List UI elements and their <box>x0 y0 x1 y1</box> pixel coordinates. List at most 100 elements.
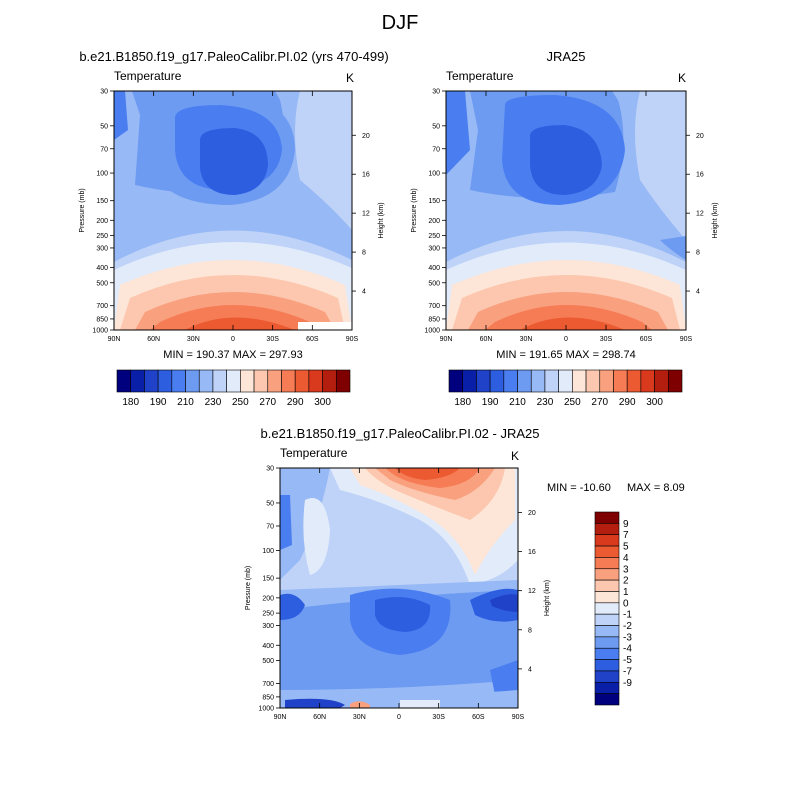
colorbar-layer: 180 190 210 230 250 270 290 300 180 190 210 230 250 2… <box>116 369 683 706</box>
panel2-ytick-label: 300 <box>428 245 440 252</box>
colorbar-2-cell <box>544 369 559 393</box>
panel1-xtick-label: 60S <box>306 336 319 343</box>
panel3-xtick-label: 30S <box>432 714 445 721</box>
panel2-y2label: Height (km) <box>712 202 719 238</box>
panel3-ytick-label: 850 <box>262 694 274 701</box>
colorbar-2-cell <box>476 369 491 393</box>
colorbar-2-cell <box>530 369 546 393</box>
colorbar-3-cell <box>594 557 620 570</box>
panel1-ytick-label: 150 <box>96 198 108 205</box>
panel3-xtick-label: 0 <box>397 714 401 721</box>
colorbar-3-cell <box>594 659 620 672</box>
colorbar-1-cell <box>171 369 186 393</box>
panel2-band-polar-n <box>446 91 470 175</box>
panel3-stat-min: MIN = -10.60 <box>547 482 611 494</box>
panel1-field <box>114 91 352 330</box>
panel1-band-l6 <box>150 305 320 330</box>
panel2-y2tick-label: 12 <box>696 211 704 218</box>
panel1-axes: 90N 60N 30N 0 30S 60S 90S 30 50 70 100 150 200 250 300… <box>79 89 385 344</box>
panel3-y2label: Height (km) <box>544 580 551 616</box>
colorbar-1-cell <box>240 369 255 393</box>
panel1-ytick-label: 500 <box>96 280 108 287</box>
colorbar-3-label: -1 <box>623 610 632 621</box>
panel1-ytick-label: 850 <box>96 316 108 323</box>
panel1-xtick-label: 60N <box>147 336 160 343</box>
panel3-title: b.e21.B1850.f19_g17.PaleoCalibr.PI.02 - … <box>260 426 540 441</box>
colorbar-2-cell <box>585 369 601 393</box>
colorbar-2-cell <box>572 369 587 393</box>
panel3-variable-label: Temperature <box>280 446 348 460</box>
panel3-band-neg-np <box>280 593 305 620</box>
colorbar-3-label: 0 <box>623 598 629 609</box>
panel1-xtick-label: 30S <box>266 336 279 343</box>
panel3-xtick-label: 60N <box>313 714 326 721</box>
panel2-ytick-label: 100 <box>428 171 440 178</box>
colorbar-1-cell <box>198 369 214 393</box>
panel3-axes: 90N 60N 30N 0 30S 60S 90S 30 50 70 100 150 200 250 300… <box>245 466 551 722</box>
panel3-y2tick-label: 4 <box>528 666 532 673</box>
panel1-y2tick-label: 4 <box>362 289 366 296</box>
panel3-band-pos5 <box>395 468 460 480</box>
colorbar-3-cell <box>594 534 620 547</box>
panel2-xtick-label: 30N <box>520 336 533 343</box>
panel3-y2tick-label: 20 <box>528 510 536 517</box>
panel2-ylabel: Pressure (mb) <box>411 188 418 232</box>
panel1-ytick-label: 700 <box>96 303 108 310</box>
panel2-ytick-label: 70 <box>432 146 440 153</box>
colorbar-3-cell <box>594 613 620 626</box>
panel3-ytick-label: 100 <box>262 548 274 555</box>
colorbar-2-label: 190 <box>482 397 499 408</box>
panel2-ytick-label: 700 <box>428 303 440 310</box>
panel3-band-sfc-cold <box>285 698 345 708</box>
panel2-xtick-label: 90N <box>440 336 453 343</box>
panel2-ytick-label: 200 <box>428 218 440 225</box>
panel2-y2tick-label: 20 <box>696 133 704 140</box>
colorbar-1-cell <box>253 369 269 393</box>
panel3-ytick-label: 30 <box>266 466 274 473</box>
colorbar-3-label: 4 <box>623 553 629 564</box>
panel1-ytick-label: 100 <box>96 171 108 178</box>
panel1-band-l7 <box>185 317 295 330</box>
panel1-y2tick-label: 16 <box>362 172 370 179</box>
panel2-xtick-label: 90S <box>680 336 693 343</box>
panel3-band-zero-n <box>303 498 330 575</box>
panel3-xtick-label: 90S <box>512 714 525 721</box>
colorbar-3-cell <box>594 670 620 683</box>
colorbar-3-cell <box>594 681 620 694</box>
colorbar-2-cell <box>503 369 518 393</box>
colorbar-3-cell <box>594 579 620 592</box>
colorbar-3-cell <box>594 545 620 558</box>
colorbar-2-cell <box>489 369 505 393</box>
panel2-ytick-label: 30 <box>432 89 440 96</box>
colorbar-2-label: 270 <box>591 397 608 408</box>
colorbar-3-label: -4 <box>623 644 632 655</box>
colorbar-3-label: 9 <box>623 519 629 530</box>
panel3-y2tick-label: 16 <box>528 549 536 556</box>
panel2-unit-label: K <box>678 71 687 85</box>
panel3-unit-label: K <box>511 449 520 463</box>
colorbar-1-cell <box>212 369 227 393</box>
colorbar-3-cell <box>594 523 620 536</box>
panel3-band-neg2 <box>280 495 292 550</box>
panel1-ytick-label: 300 <box>96 245 108 252</box>
colorbar-3-label: 7 <box>623 530 629 541</box>
panel2-y2tick-label: 4 <box>696 289 700 296</box>
colorbar-1: 180 190 210 230 250 270 290 300 <box>116 369 351 408</box>
panel3-ytick-label: 400 <box>262 643 274 650</box>
colorbar-3-label: 5 <box>623 542 629 553</box>
panel2-band-l7 <box>520 317 625 330</box>
colorbar-2-label: 300 <box>646 397 663 408</box>
colorbar-2-label: 230 <box>537 397 554 408</box>
panel1-ytick-label: 400 <box>96 265 108 272</box>
panel1-band-coldest <box>200 128 268 195</box>
colorbar-1-cell <box>130 369 145 393</box>
colorbar-2-cell <box>654 369 669 393</box>
panel1-variable-label: Temperature <box>114 69 182 83</box>
colorbar-3-cell <box>594 511 620 524</box>
colorbar-1-cell <box>294 369 310 393</box>
panel2-field <box>446 91 686 330</box>
panel2-xtick-label: 30S <box>600 336 613 343</box>
colorbar-3-label: -7 <box>623 666 632 677</box>
panel3-y2tick-label: 12 <box>528 588 536 595</box>
